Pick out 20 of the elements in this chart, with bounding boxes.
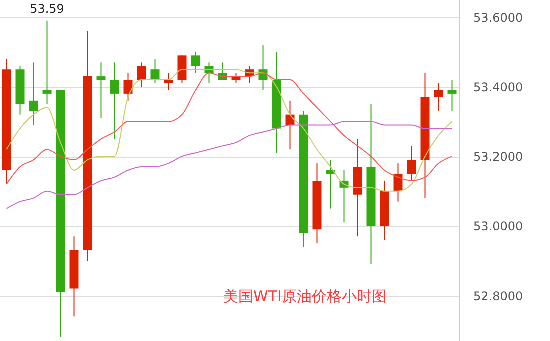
candlestick [96,62,106,119]
candlestick [191,52,200,74]
candlestick [164,72,174,91]
candlestick [407,146,416,182]
candlestick [29,62,38,126]
candlestick [124,72,133,102]
candlestick [394,163,403,202]
candlestick [42,20,52,105]
annotation: 53.59 [30,2,64,16]
candlestick [137,62,146,88]
annotation: 美国WTI原油价格小时图 [224,288,387,306]
candlestick [434,83,444,112]
candlestick [110,62,120,140]
y-tick-label: 53.2000 [474,150,524,164]
y-tick-label: 52.8000 [474,289,524,304]
y-tick-label: 53.0000 [474,220,524,234]
y-tick-label: 53.4000 [474,80,524,94]
candlestick [150,58,160,84]
candlestick [448,80,457,112]
y-tick-label: 53.6000 [474,10,524,25]
